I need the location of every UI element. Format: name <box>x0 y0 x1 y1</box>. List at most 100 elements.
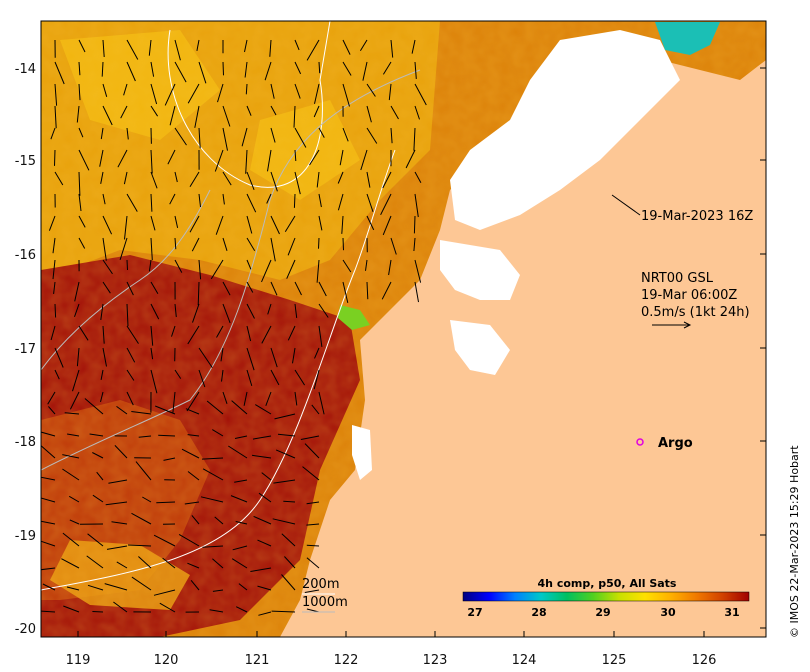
current-vector <box>62 532 80 547</box>
current-vector <box>309 149 320 166</box>
current-vector <box>48 406 56 415</box>
current-vector <box>194 105 200 128</box>
x-tick-label: 124 <box>512 653 537 668</box>
current-vector <box>74 281 80 302</box>
x-tick: 123 <box>423 631 447 668</box>
current-vector <box>187 325 200 345</box>
current-vector <box>293 105 296 128</box>
current-vector <box>390 39 394 58</box>
current-vector <box>212 589 224 592</box>
current-vector <box>61 558 80 569</box>
current-vector <box>126 127 129 140</box>
colorbar-bar <box>462 591 750 602</box>
current-model-label: NRT00 GSL <box>641 271 714 286</box>
current-vector <box>78 237 86 249</box>
current-vector <box>102 259 113 275</box>
current-vector <box>150 303 160 320</box>
current-vector <box>270 347 278 368</box>
current-vector <box>366 171 371 188</box>
current-vector <box>414 171 422 184</box>
current-vector <box>318 61 321 74</box>
current-vector <box>100 171 104 184</box>
x-tick: 124 <box>512 631 537 668</box>
current-vector <box>366 83 376 97</box>
current-vector <box>359 39 368 52</box>
x-tick: 119 <box>66 631 90 668</box>
current-vector <box>366 193 374 212</box>
current-vector <box>171 325 176 337</box>
current-vector <box>306 501 320 505</box>
current-vector <box>52 237 56 254</box>
current-vector <box>414 83 427 106</box>
current-vector <box>390 105 399 120</box>
current-vector <box>126 39 139 60</box>
colorbar-tick: 28 <box>531 606 546 619</box>
current-vector <box>190 579 200 591</box>
colorbar-tick: 29 <box>595 606 610 619</box>
current-vector <box>273 479 296 484</box>
current-vector <box>214 516 224 525</box>
current-vector <box>222 105 231 127</box>
current-vector <box>123 171 128 185</box>
current-vector <box>191 237 200 252</box>
current-vector <box>123 83 128 96</box>
current-vector <box>187 434 200 437</box>
current-vector <box>68 495 80 503</box>
current-vector <box>382 171 392 189</box>
current-vector <box>167 149 176 165</box>
current-vector <box>235 606 248 613</box>
current-vector <box>232 545 248 551</box>
current-vector <box>294 369 306 386</box>
current-vector <box>198 347 213 368</box>
current-vector <box>294 39 300 51</box>
y-tick-label: -14 <box>15 62 36 77</box>
current-vector <box>362 61 368 81</box>
current-vector <box>257 539 272 547</box>
current-vector <box>316 259 320 283</box>
current-vector <box>251 454 272 459</box>
current-vector <box>100 127 104 140</box>
current-vector <box>287 325 296 341</box>
current-vector <box>277 433 296 437</box>
current-vector <box>135 461 152 481</box>
current-vector <box>174 61 187 83</box>
current-vector <box>102 193 106 205</box>
current-vector <box>181 448 200 459</box>
current-vector <box>271 610 296 613</box>
current-vector <box>294 83 301 99</box>
current-vector <box>126 281 134 296</box>
current-vector <box>187 562 200 569</box>
current-vector <box>47 391 56 405</box>
current-vector <box>270 369 280 386</box>
current-vector <box>189 215 200 233</box>
y-tick-label: -17 <box>15 342 36 357</box>
current-vector <box>174 171 178 183</box>
current-vector <box>381 281 392 300</box>
current-vector <box>222 61 224 76</box>
current-vector <box>189 171 200 187</box>
current-vector <box>126 347 136 363</box>
current-vector <box>150 149 153 174</box>
current-vector <box>270 127 276 143</box>
current-vector <box>126 193 138 212</box>
current-vector <box>169 193 176 205</box>
current-vector <box>222 391 228 404</box>
current-vector <box>72 369 80 392</box>
current-vector <box>78 215 86 228</box>
current-vector <box>270 281 278 296</box>
current-vector <box>342 127 349 142</box>
current-vector <box>222 193 225 205</box>
current-vector <box>382 215 392 236</box>
current-vector <box>92 611 104 613</box>
current-vector <box>178 533 200 547</box>
scale-arrow-icon <box>652 321 692 329</box>
current-vector <box>66 586 80 591</box>
current-vector <box>150 347 154 360</box>
current-vector <box>241 127 248 147</box>
current-vector <box>342 259 352 273</box>
current-vector <box>41 445 56 459</box>
current-vector <box>339 149 344 166</box>
current-vector <box>414 193 419 218</box>
current-vector <box>318 127 325 138</box>
current-vector <box>41 540 56 547</box>
